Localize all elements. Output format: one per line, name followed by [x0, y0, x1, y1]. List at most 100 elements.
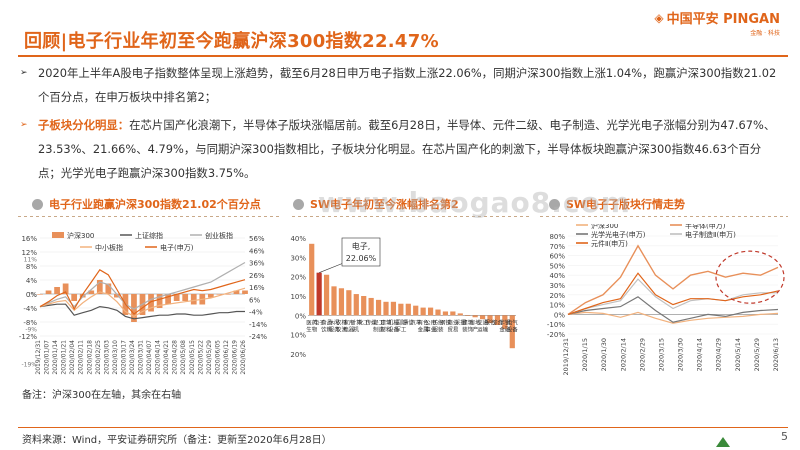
x-axis-tick: 2020/06/12: [223, 340, 230, 375]
legend-label: 电子(申万): [160, 243, 194, 252]
x-axis-tick: 2020/02/25: [95, 340, 102, 375]
chart-2-sector-ranking: 40% 30% 20% 10% 0% -10% -20% 医药生物电子食品饮料休闲服务农林牧渔…: [290, 235, 519, 359]
category-label: 建筑: [380, 318, 392, 326]
chart-2-rule: [292, 216, 530, 217]
y-axis-tick: 0%: [295, 312, 306, 320]
bar-csi300: [148, 294, 154, 312]
y-axis-tick: 80%: [549, 233, 565, 241]
source-footer: 资料来源：Wind，平安证券研究所（备注：更新至2020年6月28日）: [22, 435, 332, 446]
category-label: 食品: [321, 318, 333, 326]
category-label: 通信: [403, 318, 415, 326]
bar-csi300: [190, 294, 197, 305]
bar-sector: [309, 243, 315, 316]
pingan-logo-icon: ◈: [654, 10, 664, 25]
series-line-1: [567, 244, 779, 315]
category-label: 传媒: [366, 318, 378, 326]
category-label: 房地: [470, 318, 482, 326]
y-axis-tick: 60%: [549, 253, 565, 261]
category-label: 电子: [314, 318, 326, 326]
bar-sector: [398, 303, 404, 316]
bullet-2-text: 在芯片国产化浪潮下，半导体子版块涨幅居前。截至6月28日，半导体、元件二级、电子…: [38, 118, 776, 180]
bar-sector: [346, 290, 352, 316]
bar-sector: [368, 297, 374, 316]
legend-label: 沪深300: [591, 224, 618, 230]
chart-1-title: 电子行业跑赢沪深300指数21.02个百分点: [32, 196, 261, 212]
category-label: 综合: [492, 318, 504, 326]
category-label: 服务: [328, 325, 340, 333]
bar-sector: [442, 311, 449, 316]
x-axis-tick: 2020/4/29: [715, 338, 723, 371]
category-label: 商业: [447, 318, 459, 326]
bar-csi300: [71, 294, 78, 301]
x-axis-tick: 2020/2/29: [638, 338, 646, 371]
y-axis-tick: 40%: [290, 235, 306, 243]
title-dot-icon: [32, 198, 43, 210]
x-axis-tick: 2019/12/31: [35, 340, 42, 375]
y-axis-tick: -20%: [290, 351, 306, 359]
bar-sector: [338, 288, 345, 316]
x-axis-tick: 2020/02/11: [78, 340, 85, 375]
series-line-0: [567, 311, 779, 324]
page-number: 5: [781, 430, 788, 443]
category-label: 机械: [388, 318, 400, 326]
left-axis-tick: 16%: [21, 235, 37, 243]
left-axis-tick: 4%: [26, 277, 37, 285]
x-axis-tick: 2020/04/28: [172, 340, 179, 375]
category-label: 运输: [477, 325, 489, 333]
right-axis-tick: -24%: [249, 333, 267, 341]
left-axis-extra-tick: 1%: [27, 292, 37, 299]
y-axis-tick: 40%: [549, 272, 565, 280]
left-axis-tick: -4%: [23, 305, 37, 313]
bullet-1-text: 2020年上半年A股电子指数整体呈现上涨趋势，截至6月28日申万电子指数上涨22…: [38, 66, 777, 104]
bullet-arrow-icon: ➢: [20, 68, 28, 78]
bar-csi300: [242, 290, 248, 294]
right-axis-tick: 6%: [249, 296, 260, 304]
left-axis-tick: 0%: [26, 291, 37, 299]
category-label: 电器: [343, 325, 355, 333]
category-label: 银行: [484, 318, 496, 326]
category-label: 非银: [499, 318, 511, 326]
bar-csi300: [207, 294, 214, 298]
bar-sector: [472, 315, 478, 318]
right-axis-tick: 16%: [249, 284, 265, 292]
x-axis-tick: 2020/3/15: [657, 338, 665, 371]
bar-csi300: [79, 294, 86, 298]
category-label: 医药: [306, 318, 318, 326]
y-axis-tick: -10%: [547, 321, 565, 329]
bar-sector: [405, 303, 411, 316]
category-label: 金融: [499, 325, 511, 333]
x-axis-tick: 2020/03/10: [112, 340, 119, 375]
logo-subtitle: 金融 · 科技: [750, 30, 780, 37]
y-axis-tick: 30%: [549, 282, 565, 290]
x-axis-tick: 2020/04/21: [163, 340, 170, 375]
bar-csi300: [114, 294, 120, 298]
left-axis-tick: -8%: [23, 319, 37, 327]
y-axis-tick: 0%: [554, 311, 565, 319]
category-label: 电气: [507, 318, 519, 326]
category-label: 有色: [418, 318, 430, 326]
bar-sector: [465, 315, 471, 316]
y-axis-tick: 20%: [549, 292, 565, 300]
legend-label: 光学光电子(申万): [591, 230, 646, 239]
bar-sector: [487, 315, 493, 324]
category-label: 事业: [425, 325, 437, 333]
chart-note: 备注：沪深300在左轴，其余在右轴: [22, 390, 182, 401]
x-axis-tick: 2020/03/24: [129, 340, 136, 375]
bar-sector: [383, 301, 389, 316]
legend-label: 电子制造Ⅱ(申万): [685, 230, 736, 239]
series-line-3: [39, 287, 246, 318]
x-axis-tick: 2020/01/07: [44, 340, 51, 375]
series-line-4: [39, 269, 246, 315]
right-axis-tick: -4%: [249, 309, 263, 317]
x-axis-tick: 2020/2/14: [619, 338, 627, 371]
x-axis-tick: 2020/4/14: [696, 338, 704, 371]
category-label: 牧渔: [336, 325, 348, 333]
y-axis-tick: 10%: [549, 302, 565, 310]
category-label: 化工: [358, 318, 370, 326]
x-axis-tick: 2020/05/08: [180, 340, 187, 375]
annotation-value: 22.06%: [346, 254, 377, 263]
bar-sector: [390, 301, 397, 316]
x-axis-tick: 2020/04/07: [146, 340, 153, 375]
bar-sector: [316, 272, 322, 316]
legend-label: 创业板指: [205, 231, 233, 240]
